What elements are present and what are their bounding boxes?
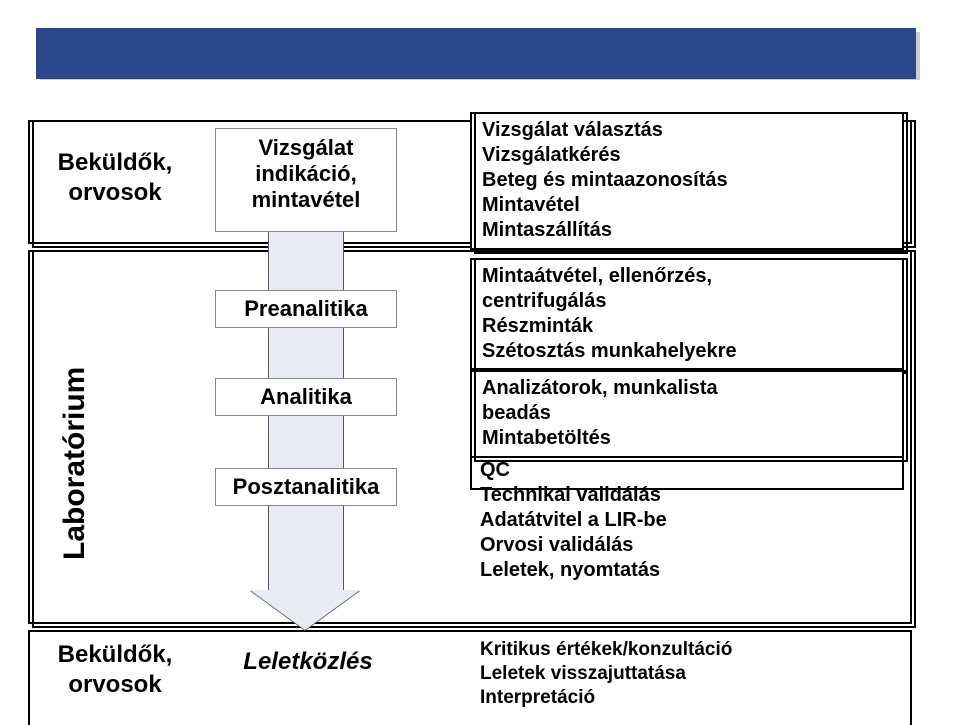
details-block1: Vizsgálat választásVizsgálatkérésBeteg é… bbox=[470, 112, 904, 250]
actor-top-line2: orvosok bbox=[68, 179, 161, 206]
phase-reporting: Leletközlés bbox=[208, 648, 408, 676]
detail-line: beadás bbox=[482, 401, 892, 426]
phase-indication: Vizsgálat indikáció, mintavétel bbox=[215, 128, 397, 232]
phase-indication-l1: Vizsgálat bbox=[259, 135, 354, 160]
phase-postanalytic: Posztanalitika bbox=[215, 468, 397, 506]
detail-line: Orvosi validálás bbox=[480, 533, 900, 558]
detail-line: Mintaszállítás bbox=[482, 218, 892, 243]
detail-line: Mintaátvétel, ellenőrzés, bbox=[482, 264, 892, 289]
header-underline bbox=[36, 72, 916, 76]
detail-line: Leletek, nyomtatás bbox=[480, 558, 900, 583]
detail-line: Részminták bbox=[482, 314, 892, 339]
phase-indication-l3: mintavétel bbox=[252, 187, 361, 212]
detail-line: Mintavétel bbox=[482, 193, 892, 218]
details-block5: Kritikus értékek/konzultációLeletek viss… bbox=[480, 638, 920, 709]
detail-line: Leletek visszajuttatása bbox=[480, 662, 920, 686]
actor-bottom-line1: Beküldők, bbox=[58, 641, 173, 668]
actor-top-line1: Beküldők, bbox=[58, 149, 173, 176]
lab-vertical-label: Laboratórium bbox=[58, 367, 92, 560]
detail-line: Mintabetöltés bbox=[482, 426, 892, 451]
actor-bottom-line2: orvosok bbox=[68, 671, 161, 698]
phase-indication-l2: indikáció, bbox=[255, 161, 356, 186]
details-block2: Mintaátvétel, ellenőrzés,centrifugálásRé… bbox=[470, 258, 904, 370]
detail-line: Analizátorok, munkalista bbox=[482, 376, 892, 401]
detail-line: Adatátvitel a LIR-be bbox=[480, 508, 900, 533]
detail-line: centrifugálás bbox=[482, 289, 892, 314]
details-block3: Analizátorok, munkalistabeadásMintabetöl… bbox=[470, 370, 904, 458]
detail-line: Technikai validálás bbox=[480, 483, 900, 508]
detail-line: Vizsgálat választás bbox=[482, 118, 892, 143]
detail-line: Szétosztás munkahelyekre bbox=[482, 339, 892, 364]
detail-line: Vizsgálatkérés bbox=[482, 143, 892, 168]
process-arrow-head bbox=[250, 590, 360, 630]
phase-preanalytic: Preanalitika bbox=[215, 290, 397, 328]
actor-top: Beküldők, orvosok bbox=[40, 148, 190, 208]
detail-line: Beteg és mintaazonosítás bbox=[482, 168, 892, 193]
detail-line: QC bbox=[480, 458, 900, 483]
phase-analytic: Analitika bbox=[215, 378, 397, 416]
details-block4: QCTechnikai validálásAdatátvitel a LIR-b… bbox=[480, 458, 900, 583]
detail-line: Interpretáció bbox=[480, 686, 920, 710]
detail-line: Kritikus értékek/konzultáció bbox=[480, 638, 920, 662]
actor-bottom: Beküldők, orvosok bbox=[40, 640, 190, 700]
